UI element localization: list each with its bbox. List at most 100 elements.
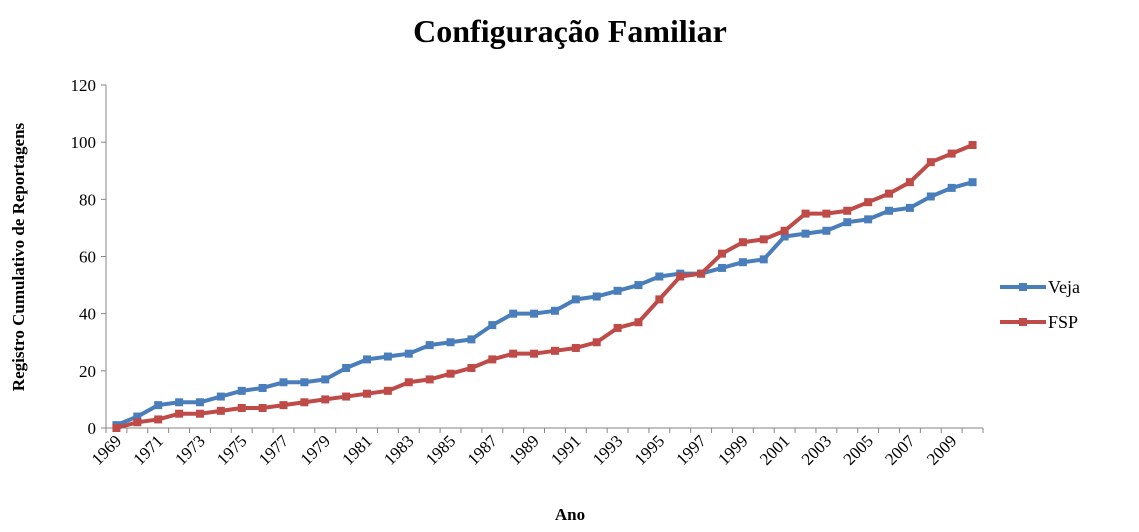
- y-tick-label: 40: [79, 305, 96, 324]
- x-tick-label: 1995: [631, 431, 668, 468]
- data-point: [759, 255, 768, 264]
- y-tick-label: 80: [79, 190, 96, 209]
- data-point: [905, 178, 914, 187]
- data-point: [717, 263, 726, 272]
- data-point: [738, 258, 747, 267]
- data-point: [133, 418, 142, 427]
- x-tick-label: 2007: [881, 431, 919, 469]
- data-point: [864, 215, 873, 224]
- y-tick-label: 20: [79, 362, 96, 381]
- data-point: [550, 346, 559, 355]
- data-point: [947, 149, 956, 158]
- x-tick-label: 2001: [756, 431, 793, 468]
- data-point: [404, 378, 413, 387]
- data-point: [195, 398, 204, 407]
- data-point: [154, 415, 163, 424]
- data-point: [425, 375, 434, 384]
- data-point: [363, 355, 372, 364]
- data-point: [154, 401, 163, 410]
- x-tick-label: 1989: [505, 431, 542, 468]
- x-tick-label: 1971: [130, 431, 167, 468]
- x-tick-label: 1983: [380, 431, 417, 468]
- data-point: [801, 229, 810, 238]
- data-point: [634, 318, 643, 327]
- data-point: [237, 386, 246, 395]
- x-tick-label: 1979: [297, 431, 334, 468]
- legend-marker: [1019, 283, 1027, 291]
- data-point: [676, 272, 685, 281]
- data-point: [446, 369, 455, 378]
- data-point: [488, 355, 497, 364]
- data-point: [655, 295, 664, 304]
- legend-label: Veja: [1048, 277, 1080, 297]
- data-point: [571, 343, 580, 352]
- y-tick-label: 120: [71, 76, 97, 95]
- x-tick-label: 1993: [589, 431, 626, 468]
- data-point: [613, 286, 622, 295]
- data-point: [363, 389, 372, 398]
- x-tick-label: 1987: [464, 431, 502, 469]
- data-point: [864, 198, 873, 207]
- data-point: [550, 306, 559, 315]
- data-point: [258, 383, 267, 392]
- y-tick-label: 60: [79, 248, 96, 267]
- data-point: [279, 401, 288, 410]
- data-point: [885, 206, 894, 215]
- data-point: [509, 309, 518, 318]
- data-point: [279, 378, 288, 387]
- data-point: [947, 183, 956, 192]
- x-tick-label: 1981: [338, 431, 375, 468]
- data-point: [404, 349, 413, 358]
- x-tick-label: 2003: [798, 431, 835, 468]
- data-point: [342, 363, 351, 372]
- data-point: [300, 378, 309, 387]
- data-point: [655, 272, 664, 281]
- data-point: [780, 232, 789, 241]
- legend-label: FSP: [1048, 312, 1078, 332]
- data-point: [530, 309, 539, 318]
- y-tick-label: 0: [88, 419, 97, 438]
- data-point: [822, 226, 831, 235]
- data-point: [634, 281, 643, 290]
- data-point: [843, 218, 852, 227]
- data-point: [321, 395, 330, 404]
- data-point: [968, 141, 977, 150]
- data-point: [613, 323, 622, 332]
- x-tick-label: 1973: [171, 431, 208, 468]
- data-point: [300, 398, 309, 407]
- data-point: [216, 392, 225, 401]
- y-tick-label: 100: [71, 133, 97, 152]
- data-point: [968, 178, 977, 187]
- data-point: [738, 238, 747, 247]
- data-point: [383, 386, 392, 395]
- data-point: [175, 398, 184, 407]
- x-tick-label: 1997: [672, 431, 710, 469]
- y-axis-label: Registro Cumulativo de Reportagens: [9, 122, 28, 391]
- data-point: [175, 409, 184, 418]
- x-tick-label: 1999: [714, 431, 751, 468]
- data-point: [509, 349, 518, 358]
- x-tick-label: 2009: [923, 431, 960, 468]
- data-point: [717, 249, 726, 258]
- data-point: [592, 338, 601, 347]
- data-point: [342, 392, 351, 401]
- data-point: [926, 192, 935, 201]
- data-point: [571, 295, 580, 304]
- data-point: [467, 363, 476, 372]
- x-tick-label: 1975: [213, 431, 250, 468]
- data-point: [801, 209, 810, 218]
- x-tick-label: 1991: [547, 431, 584, 468]
- data-point: [885, 189, 894, 198]
- data-point: [759, 235, 768, 244]
- data-point: [843, 206, 852, 215]
- data-point: [697, 269, 706, 278]
- data-point: [321, 375, 330, 384]
- chart-title: Configuração Familiar: [413, 13, 727, 49]
- x-tick-label: 2005: [840, 431, 877, 468]
- legend-marker: [1019, 318, 1027, 326]
- data-point: [926, 158, 935, 167]
- data-point: [425, 341, 434, 350]
- data-point: [112, 424, 121, 432]
- data-point: [780, 226, 789, 235]
